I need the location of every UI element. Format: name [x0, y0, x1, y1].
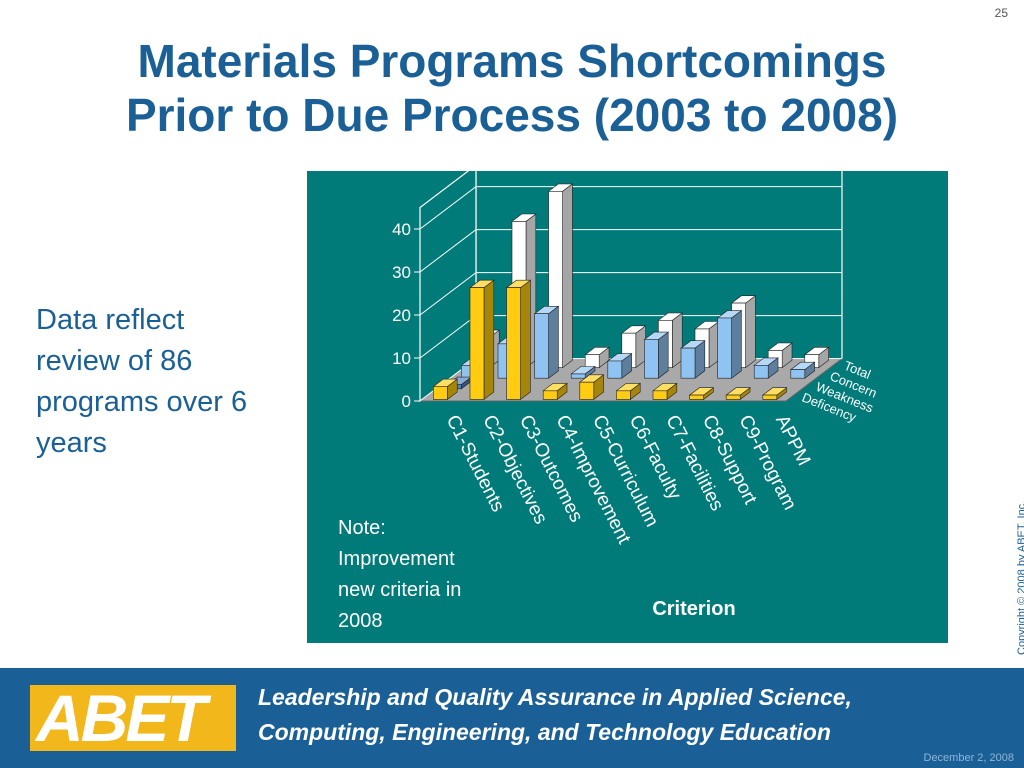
bar-front [570, 373, 586, 379]
chart-note-line-2: Improvement [338, 548, 455, 570]
bar-front [616, 390, 631, 400]
bar [570, 365, 596, 379]
bar-front [584, 354, 600, 368]
bar [688, 387, 715, 401]
bar [533, 305, 560, 379]
bar [643, 331, 670, 379]
chart-note-line-3: new criteria in [338, 579, 462, 601]
bar-front [469, 287, 485, 400]
bar [469, 279, 495, 401]
slide-number: 25 [994, 6, 1008, 20]
chart-panel: 0 10 20 30 40 C1-Students C2-Objectives C3-Out… [307, 171, 948, 643]
title-line-2: Prior to Due Process (2003 to 2008) [125, 89, 899, 141]
tagline-line-1: Leadership and Quality Assurance in Appl… [258, 684, 852, 710]
bar [542, 382, 568, 401]
bar-front [644, 339, 659, 379]
bar-front [506, 287, 521, 400]
footer-banner: ABET Leadership and Quality Assurance in… [0, 668, 1024, 768]
bar [761, 387, 788, 401]
gridline [419, 272, 842, 316]
bar-front [753, 365, 769, 379]
bar-side [731, 309, 742, 379]
bar-side [483, 279, 495, 401]
bar [606, 352, 633, 379]
x-axis-title: Criterion [652, 598, 735, 620]
chart-note: Note: Improvement new criteria in 2008 [338, 513, 518, 637]
bar-front [433, 386, 448, 400]
bar [578, 374, 605, 401]
gridline [419, 186, 842, 230]
bar-side [520, 279, 531, 401]
bar-side [658, 331, 669, 379]
bar [432, 378, 459, 401]
bar-front [725, 394, 741, 400]
tagline-line-2: Computing, Engineering, and Technology E… [258, 719, 831, 745]
bar-side [745, 295, 756, 369]
bar-front [652, 390, 668, 400]
bar [505, 279, 532, 401]
bar [584, 346, 610, 369]
bar-front [542, 390, 558, 400]
footer-tagline: Leadership and Quality Assurance in Appl… [258, 680, 998, 750]
bar [652, 382, 678, 401]
copyright-notice: Copyright © 2008 by ABET, Inc. [1016, 500, 1024, 655]
bar [753, 357, 779, 379]
bar-front [717, 317, 732, 379]
chart-note-line-1: Note: [338, 517, 386, 539]
abet-logo: ABET [30, 685, 236, 751]
bar [716, 309, 743, 379]
bar-front [534, 313, 549, 379]
y-tick-label: 40 [392, 220, 411, 239]
bar [725, 387, 751, 401]
gridline [419, 229, 842, 273]
bar-front [762, 394, 778, 400]
bar [789, 361, 816, 379]
title-line-1: Materials Programs Shortcomings [137, 35, 887, 87]
bar-front [689, 394, 704, 400]
y-tick-label: 0 [402, 392, 411, 411]
bar-side [562, 183, 573, 369]
y-tick-label: 20 [392, 306, 411, 325]
bar-front [790, 369, 806, 379]
footer-date: December 2, 2008 [923, 752, 1015, 764]
bar-front [680, 347, 696, 379]
y-tick-label: 10 [392, 349, 411, 368]
bar [680, 340, 706, 379]
bar-front [579, 381, 595, 400]
side-note: Data reflect review of 86 programs over … [36, 304, 248, 459]
bar [615, 382, 642, 401]
y-tick-label: 30 [392, 263, 411, 282]
slide-title: Materials Programs Shortcomings Prior to… [0, 34, 1024, 142]
bar-front [607, 360, 623, 379]
bar-side [548, 305, 559, 379]
abet-logo-text: ABET [36, 685, 207, 751]
chart-note-line-4: 2008 [338, 610, 383, 632]
